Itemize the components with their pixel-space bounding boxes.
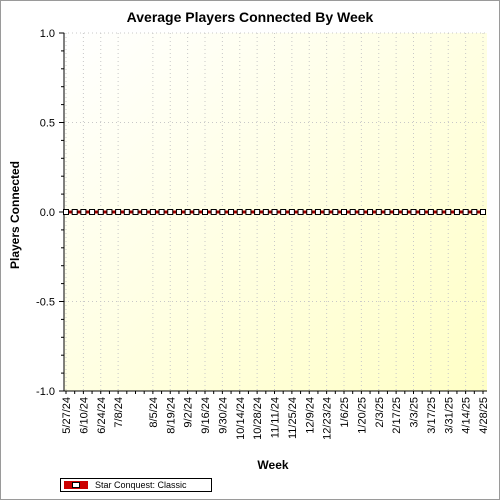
data-point: [358, 209, 365, 215]
x-tick-label: 4/28/25: [478, 397, 490, 434]
data-point: [123, 209, 130, 215]
data-point: [80, 209, 87, 215]
data-point: [445, 209, 452, 215]
y-tick-label: -0.5: [36, 297, 55, 309]
data-point: [262, 209, 269, 215]
data-point: [141, 209, 148, 215]
legend: Star Conquest: Classic: [60, 478, 212, 492]
x-tick-label: 8/19/24: [165, 397, 177, 434]
data-point: [341, 209, 347, 215]
x-tick-label: 4/14/25: [461, 397, 473, 434]
data-point: [306, 209, 313, 215]
data-point: [236, 209, 243, 215]
legend-swatch: [64, 481, 88, 489]
data-point: [89, 209, 96, 215]
data-point: [202, 209, 208, 215]
data-point: [149, 209, 156, 215]
data-point: [71, 209, 78, 215]
x-tick-label: 6/10/24: [78, 397, 90, 434]
y-tick-labels: 1.0 0.5 0.0 -0.5 -1.0: [36, 28, 55, 398]
data-point: [349, 209, 356, 215]
x-tick-label: 12/23/24: [322, 397, 334, 440]
data-point: [419, 209, 426, 215]
data-point: [384, 209, 391, 215]
data-point: [193, 209, 200, 215]
data-point: [158, 209, 165, 215]
x-tick-label: 9/30/24: [217, 397, 229, 434]
data-point: [427, 209, 434, 215]
data-point: [280, 209, 287, 215]
data-point: [228, 209, 235, 215]
y-tick-label: 0.5: [40, 118, 55, 130]
data-point: [219, 209, 226, 215]
x-axis-label: Week: [257, 458, 289, 472]
data-point: [210, 209, 217, 215]
data-point: [314, 209, 321, 215]
series-star-conquest-classic: [63, 209, 486, 215]
x-tick-label: 1/20/25: [356, 397, 368, 434]
data-point: [167, 209, 174, 215]
x-tick-label: 2/3/25: [374, 397, 386, 428]
data-point: [410, 209, 417, 215]
x-tick-labels: 5/27/24 6/10/24 6/24/24 7/8/24 8/5/24 8/19/24…: [61, 397, 490, 440]
data-point: [115, 209, 122, 215]
data-point: [323, 209, 330, 215]
x-tick-label: 11/25/24: [287, 397, 299, 439]
data-point: [453, 209, 460, 215]
axes: [59, 32, 487, 394]
legend-entry-label: Star Conquest: Classic: [95, 480, 187, 490]
data-point: [471, 209, 478, 215]
x-tick-label: 3/17/25: [426, 397, 438, 434]
y-tick-label: 0.0: [40, 207, 55, 219]
x-tick-label: 1/6/25: [339, 397, 351, 428]
x-tick-label: 2/17/25: [391, 397, 403, 434]
data-point: [106, 209, 113, 215]
data-point: [375, 209, 382, 215]
x-tick-label: 10/14/24: [235, 397, 247, 440]
x-tick-label: 9/2/24: [183, 397, 195, 428]
x-tick-label: 6/24/24: [96, 397, 108, 434]
x-tick-label: 3/31/25: [443, 397, 455, 434]
data-point: [271, 209, 278, 215]
y-tick-label: 1.0: [40, 28, 55, 40]
data-point: [332, 209, 339, 215]
y-tick-label: -1.0: [36, 386, 55, 398]
data-point: [184, 209, 191, 215]
chart-title: Average Players Connected By Week: [126, 9, 374, 25]
x-tick-label: 8/5/24: [148, 397, 160, 428]
data-point: [288, 209, 295, 215]
x-tick-label: 7/8/24: [113, 397, 125, 428]
data-point: [462, 209, 469, 215]
data-point: [245, 209, 252, 215]
x-tick-label: 5/27/24: [61, 397, 73, 434]
data-point: [436, 209, 443, 215]
data-point: [393, 209, 400, 215]
data-point: [367, 209, 374, 215]
data-point: [175, 209, 182, 215]
x-tick-label: 3/3/25: [409, 397, 421, 428]
x-tick-label: 11/11/24: [270, 397, 282, 438]
data-point: [132, 209, 139, 215]
x-tick-label: 9/16/24: [200, 397, 212, 434]
data-point: [480, 209, 486, 215]
data-point: [297, 209, 304, 215]
x-tick-label: 10/28/24: [252, 397, 264, 440]
x-tick-label: 12/9/24: [304, 397, 316, 434]
data-point: [97, 209, 104, 215]
data-point: [63, 209, 69, 215]
data-point: [401, 209, 408, 215]
data-point: [254, 209, 261, 215]
